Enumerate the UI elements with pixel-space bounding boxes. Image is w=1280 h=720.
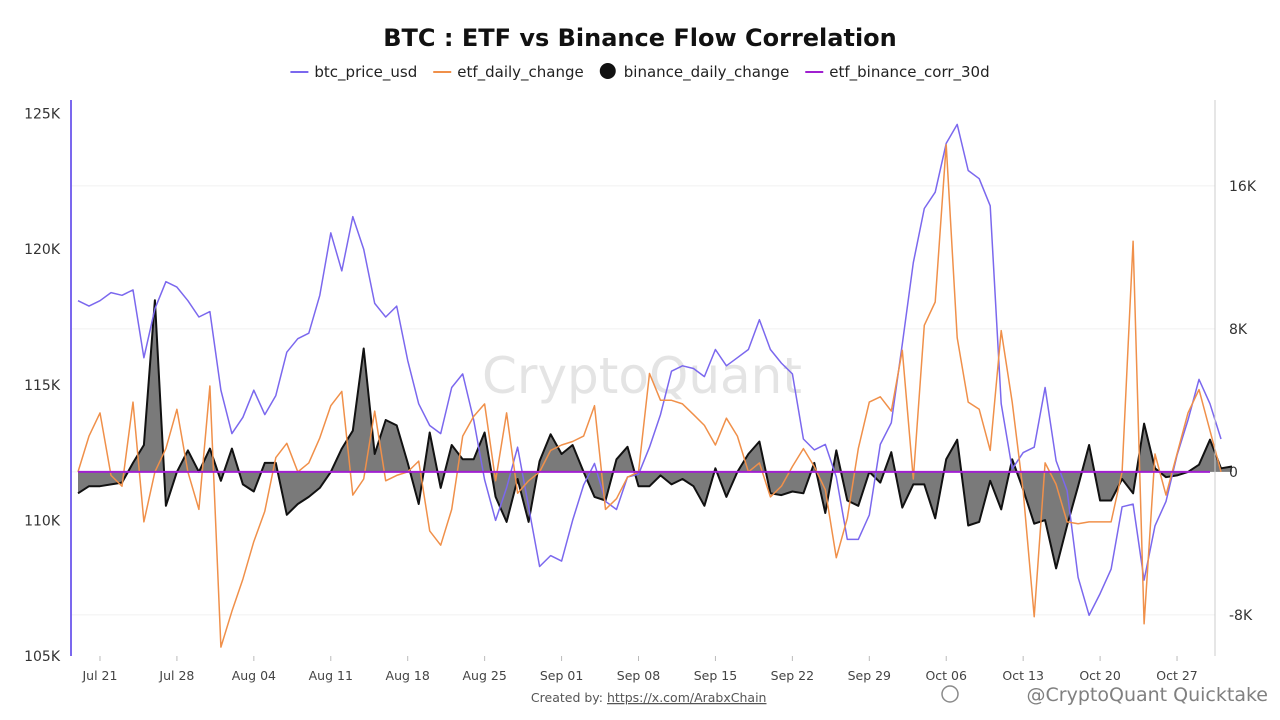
watermark-logo: CryptoQuant — [482, 347, 802, 405]
x-axis: Jul 21 Jul 28 Aug 04 Aug 11 Aug 18 Aug 25 Sep … — [81, 656, 1198, 683]
legend-label: binance_daily_change — [624, 63, 790, 82]
x-tick-label: Sep 15 — [694, 668, 737, 683]
legend-item-binance-daily-change[interactable]: binance_daily_change — [599, 63, 790, 82]
legend-label: etf_binance_corr_30d — [829, 63, 989, 82]
x-tick-label: Sep 29 — [848, 668, 891, 683]
credit-link[interactable]: https://x.com/ArabxChain — [607, 690, 766, 705]
series-layer — [77, 123, 1233, 648]
y-left-tick-label: 120K — [24, 242, 61, 258]
legend-label: btc_price_usd — [314, 63, 417, 82]
series-binance-daily-change-area — [78, 300, 1232, 569]
y-right-axis: -8K 0 8K 16K — [1229, 179, 1257, 624]
credit-prefix: Created by: — [531, 690, 603, 705]
y-right-tick-label: -8K — [1229, 608, 1253, 624]
x-tick-label: Oct 27 — [1156, 668, 1198, 683]
series-btc-price-usd — [77, 123, 1222, 617]
x-tick-label: Oct 20 — [1079, 668, 1121, 683]
series-etf-daily-change — [77, 143, 1222, 648]
y-right-tick-label: 8K — [1229, 322, 1248, 338]
axes — [70, 100, 1216, 656]
y-right-tick-label: 16K — [1229, 179, 1257, 195]
corner-watermark: @CryptoQuant Quicktake — [941, 684, 1268, 706]
y-left-tick-label: 110K — [24, 513, 61, 529]
legend-label: etf_daily_change — [457, 63, 584, 82]
legend-item-etf-daily-change[interactable]: etf_daily_change — [433, 63, 584, 82]
x-tick-label: Aug 25 — [462, 668, 506, 683]
credit: Created by: https://x.com/ArabxChain — [531, 690, 767, 705]
x-tick-label: Sep 01 — [540, 668, 583, 683]
legend-item-etf-binance-corr-30d[interactable]: etf_binance_corr_30d — [805, 63, 990, 82]
x-tick-label: Oct 06 — [925, 668, 967, 683]
legend: btc_price_usd etf_daily_change binance_dai… — [290, 63, 990, 82]
x-tick-label: Sep 08 — [617, 668, 660, 683]
legend-marker-dot — [599, 63, 616, 79]
x-tick-label: Aug 18 — [386, 668, 430, 683]
x-tick-label: Sep 22 — [771, 668, 814, 683]
y-left-tick-label: 105K — [24, 649, 61, 665]
y-left-axis: 105K 110K 115K 120K 125K — [24, 107, 61, 665]
x-tick-label: Jul 28 — [158, 668, 194, 683]
x-tick-label: Aug 11 — [309, 668, 353, 683]
legend-item-btc-price-usd[interactable]: btc_price_usd — [290, 63, 417, 82]
corner-watermark-text: @CryptoQuant Quicktake — [1027, 684, 1268, 706]
chart-title: BTC : ETF vs Binance Flow Correlation — [383, 24, 897, 52]
x-tick-label: Aug 04 — [232, 668, 276, 683]
y-left-tick-label: 115K — [24, 378, 61, 394]
x-tick-label: Jul 21 — [81, 668, 117, 683]
x-tick-label: Oct 13 — [1002, 668, 1044, 683]
series-binance-daily-change — [77, 299, 1233, 570]
y-left-tick-label: 125K — [24, 107, 61, 123]
y-right-tick-label: 0 — [1229, 465, 1238, 481]
corner-watermark-icon — [941, 685, 959, 703]
